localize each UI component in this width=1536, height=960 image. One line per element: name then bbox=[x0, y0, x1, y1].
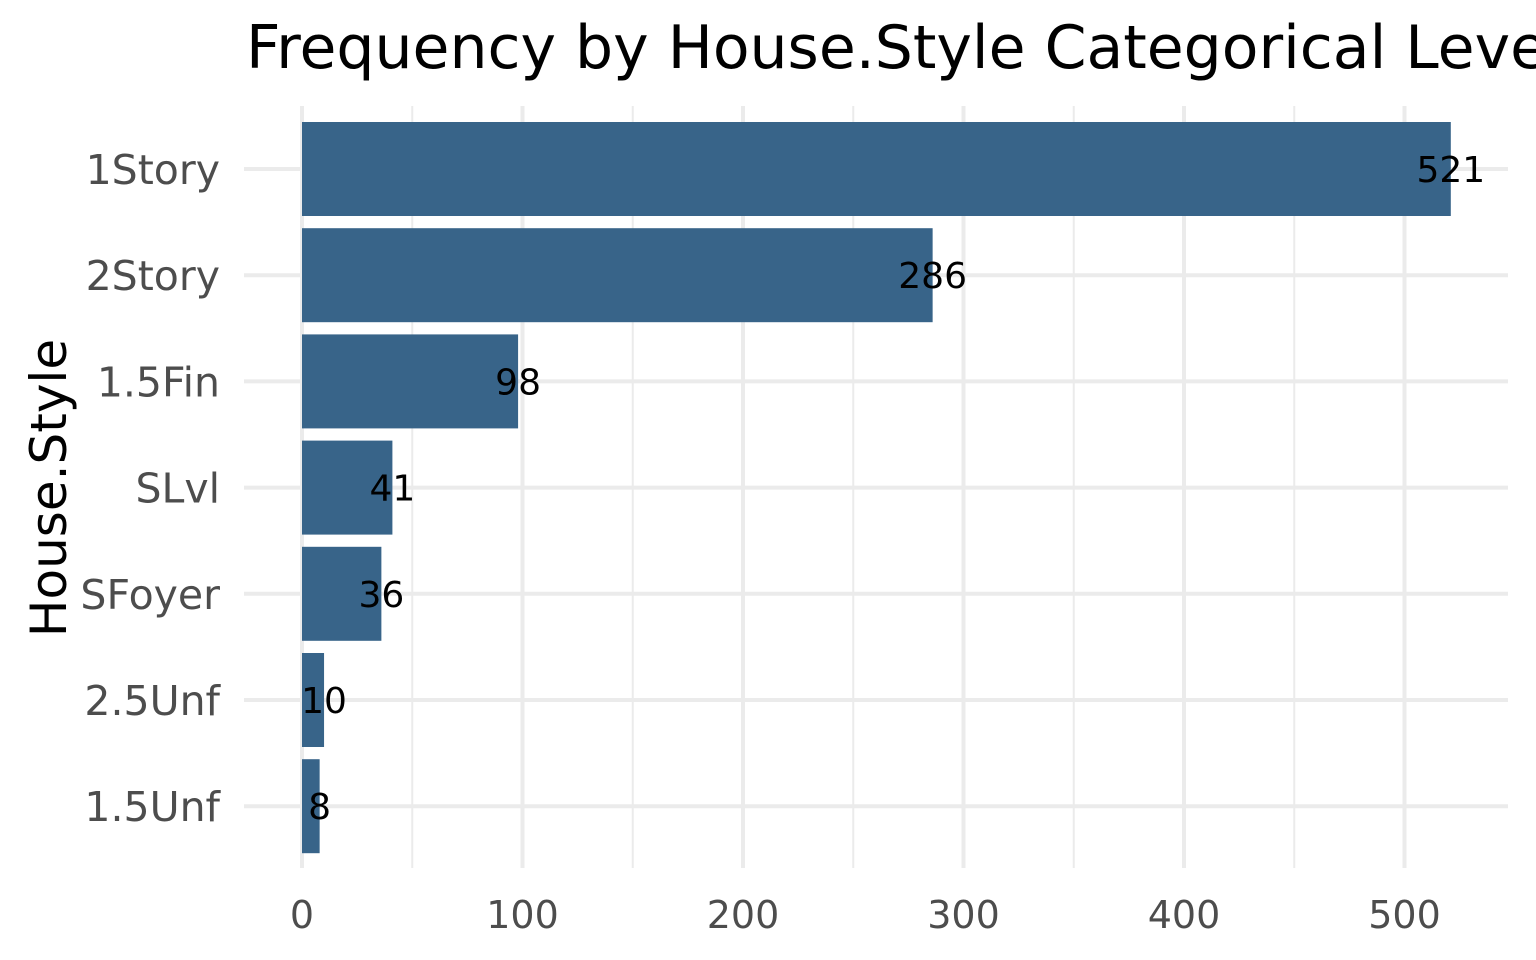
y-tick-label: 1.5Unf bbox=[84, 783, 221, 831]
bar-1.5Unf bbox=[302, 759, 320, 854]
data-label-1.5Fin: 98 bbox=[495, 362, 541, 403]
bar-2.5Unf bbox=[302, 653, 325, 747]
data-label-1Story: 521 bbox=[1416, 150, 1485, 191]
y-tick-label: 2.5Unf bbox=[84, 677, 221, 725]
bars bbox=[302, 122, 1451, 854]
bar-SFoyer bbox=[302, 546, 382, 641]
x-tick-label: 400 bbox=[1148, 893, 1221, 937]
data-label-SFoyer: 36 bbox=[358, 575, 404, 616]
x-tick-label: 500 bbox=[1368, 893, 1441, 937]
y-tick-label: SLvl bbox=[135, 465, 220, 513]
y-tick-label: SFoyer bbox=[80, 571, 220, 619]
x-axis: 0 100 200 300 400 500 bbox=[290, 893, 1441, 937]
y-axis-title: House.Style bbox=[20, 339, 78, 637]
y-tick-label: 1.5Fin bbox=[97, 358, 220, 406]
data-label-2Story: 286 bbox=[898, 256, 967, 297]
bar-SLvl bbox=[302, 440, 393, 535]
x-tick-label: 200 bbox=[707, 893, 780, 937]
y-tick-label: 1Story bbox=[86, 146, 220, 194]
bar-2Story bbox=[302, 228, 933, 323]
y-axis: 1Story 2Story 1.5Fin SLvl SFoyer 2.5Unf 1.5Unf bbox=[80, 146, 221, 831]
x-tick-label: 300 bbox=[927, 893, 1000, 937]
x-tick-label: 0 bbox=[290, 893, 314, 937]
data-labels: 521 286 98 41 36 10 8 bbox=[301, 150, 1485, 828]
data-label-SLvl: 41 bbox=[369, 469, 415, 510]
y-tick-label: 2Story bbox=[86, 252, 220, 300]
x-tick-label: 100 bbox=[486, 893, 559, 937]
bar-1Story bbox=[302, 122, 1451, 216]
data-label-2.5Unf: 10 bbox=[301, 681, 347, 722]
bar-1.5Fin bbox=[302, 334, 519, 429]
data-label-1.5Unf: 8 bbox=[308, 787, 331, 828]
major-gridlines bbox=[244, 106, 1508, 868]
chart-title: Frequency by House.Style Categorical Lev… bbox=[246, 13, 1536, 83]
